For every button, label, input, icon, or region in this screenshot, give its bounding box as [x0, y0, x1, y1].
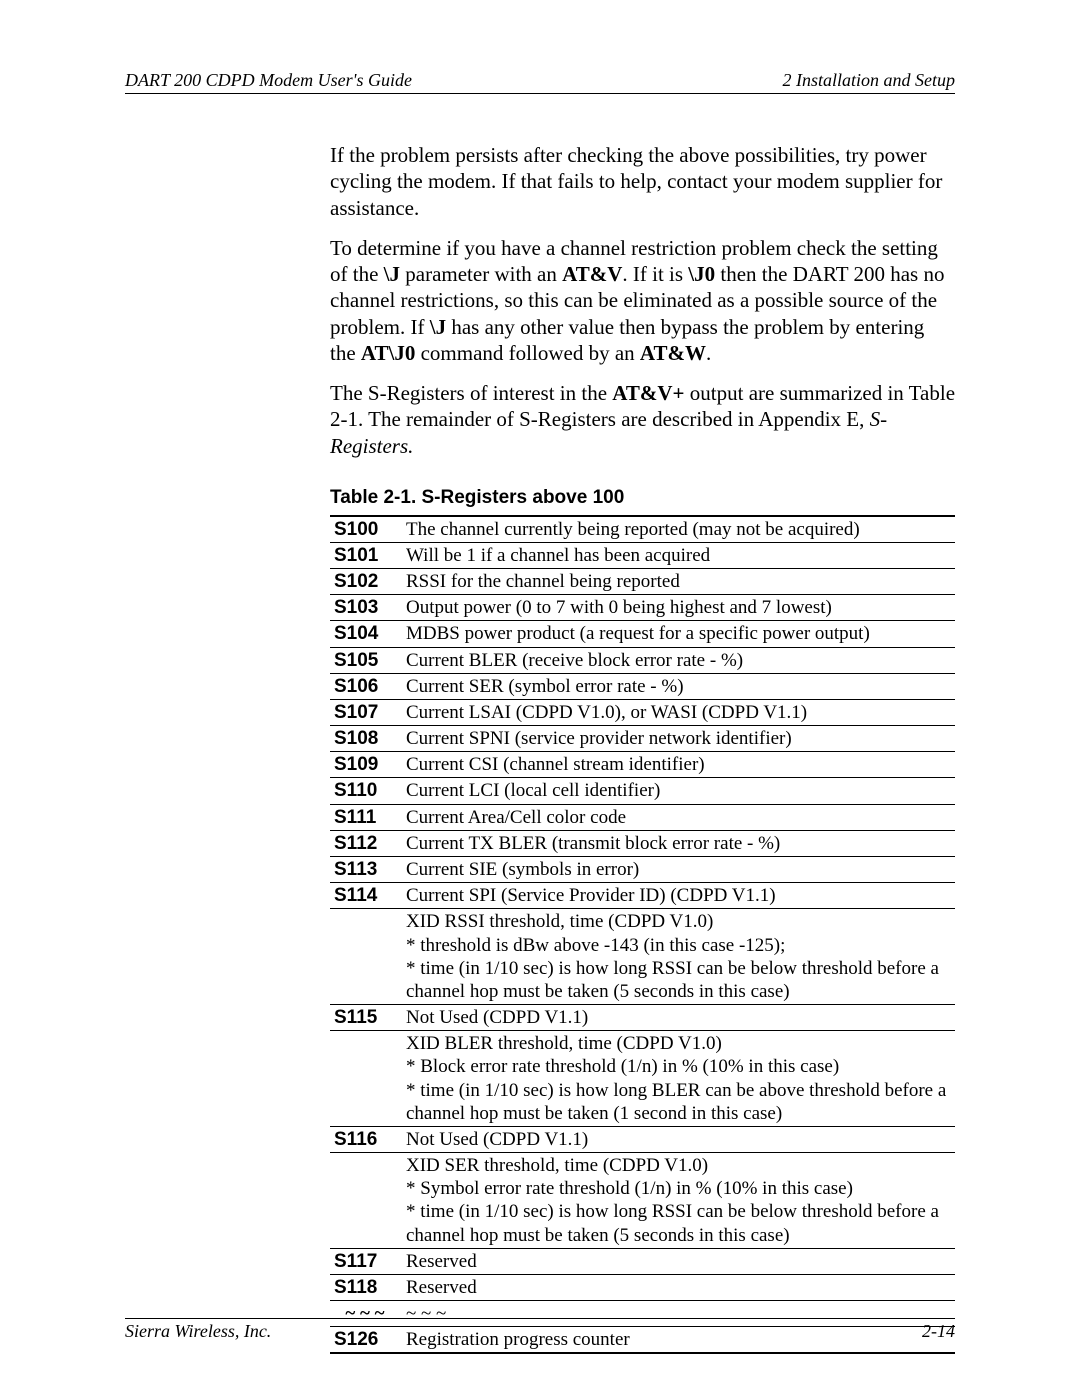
table-row: S101Will be 1 if a channel has been acqu… [330, 542, 955, 568]
header-right: 2 Installation and Setup [783, 70, 956, 91]
description-cell: Not Used (CDPD V1.1) [402, 1126, 955, 1152]
table-row: S108Current SPNI (service provider netwo… [330, 726, 955, 752]
header-left: DART 200 CDPD Modem User's Guide [125, 70, 412, 91]
table-row: S104MDBS power product (a request for a … [330, 621, 955, 647]
register-cell: S101 [330, 542, 402, 568]
register-cell: S111 [330, 804, 402, 830]
paragraph-1: If the problem persists after checking t… [330, 142, 955, 221]
description-cell: XID RSSI threshold, time (CDPD V1.0)* th… [402, 909, 955, 1005]
register-cell: S103 [330, 595, 402, 621]
table-row: XID RSSI threshold, time (CDPD V1.0)* th… [330, 909, 955, 1005]
table-row: S112Current TX BLER (transmit block erro… [330, 830, 955, 856]
register-cell: S108 [330, 726, 402, 752]
p2-m: . [706, 341, 711, 365]
table-row: S114Current SPI (Service Provider ID) (C… [330, 883, 955, 909]
p3-b: AT&V+ [612, 381, 684, 405]
register-cell: S105 [330, 647, 402, 673]
register-cell: S100 [330, 516, 402, 543]
register-cell: S102 [330, 569, 402, 595]
register-cell: S113 [330, 856, 402, 882]
register-cell: S112 [330, 830, 402, 856]
description-cell: Current SPI (Service Provider ID) (CDPD … [402, 883, 955, 909]
register-cell [330, 1031, 402, 1127]
register-cell [330, 1153, 402, 1249]
p2-j: AT\J0 [361, 341, 415, 365]
description-cell: Current SER (symbol error rate - %) [402, 673, 955, 699]
description-cell: Reserved [402, 1274, 955, 1300]
p2-f: \J0 [688, 262, 715, 286]
table-row: S102RSSI for the channel being reported [330, 569, 955, 595]
paragraph-3: The S-Registers of interest in the AT&V+… [330, 380, 955, 459]
description-cell: XID SER threshold, time (CDPD V1.0)* Sym… [402, 1153, 955, 1249]
description-cell: Current SPNI (service provider network i… [402, 726, 955, 752]
description-cell: Current SIE (symbols in error) [402, 856, 955, 882]
table-row: XID SER threshold, time (CDPD V1.0)* Sym… [330, 1153, 955, 1249]
p2-c: parameter with an [400, 262, 562, 286]
description-cell: Reserved [402, 1248, 955, 1274]
table-row: S103Output power (0 to 7 with 0 being hi… [330, 595, 955, 621]
table-row: S106Current SER (symbol error rate - %) [330, 673, 955, 699]
p3-a: The S-Registers of interest in the [330, 381, 612, 405]
description-cell: The channel currently being reported (ma… [402, 516, 955, 543]
table-row: S100The channel currently being reported… [330, 516, 955, 543]
body-content: If the problem persists after checking t… [330, 142, 955, 1354]
register-cell: S118 [330, 1274, 402, 1300]
description-cell: RSSI for the channel being reported [402, 569, 955, 595]
description-cell: Will be 1 if a channel has been acquired [402, 542, 955, 568]
page-header: DART 200 CDPD Modem User's Guide 2 Insta… [125, 70, 955, 94]
p2-d: AT&V [562, 262, 622, 286]
p2-e: . If it is [622, 262, 688, 286]
footer-left: Sierra Wireless, Inc. [125, 1321, 271, 1342]
p2-h: \J [430, 315, 446, 339]
register-cell: S107 [330, 699, 402, 725]
description-cell: Current Area/Cell color code [402, 804, 955, 830]
register-cell: S104 [330, 621, 402, 647]
footer-right: 2-14 [922, 1321, 955, 1342]
page: DART 200 CDPD Modem User's Guide 2 Insta… [0, 0, 1080, 1397]
p2-l: AT&W [640, 341, 706, 365]
sregister-table: S100The channel currently being reported… [330, 515, 955, 1355]
page-footer: Sierra Wireless, Inc. 2-14 [125, 1318, 955, 1342]
table-row: S117Reserved [330, 1248, 955, 1274]
table-row: S111Current Area/Cell color code [330, 804, 955, 830]
description-cell: Current LCI (local cell identifier) [402, 778, 955, 804]
register-cell: S116 [330, 1126, 402, 1152]
table-row: S109Current CSI (channel stream identifi… [330, 752, 955, 778]
register-cell: S110 [330, 778, 402, 804]
description-cell: Current CSI (channel stream identifier) [402, 752, 955, 778]
register-cell: S109 [330, 752, 402, 778]
table-caption: Table 2-1. S-Registers above 100 [330, 487, 955, 509]
table-row: S105Current BLER (receive block error ra… [330, 647, 955, 673]
register-cell: S114 [330, 883, 402, 909]
table-row: S107Current LSAI (CDPD V1.0), or WASI (C… [330, 699, 955, 725]
paragraph-2: To determine if you have a channel restr… [330, 235, 955, 366]
description-cell: Not Used (CDPD V1.1) [402, 1005, 955, 1031]
description-cell: MDBS power product (a request for a spec… [402, 621, 955, 647]
description-cell: Current TX BLER (transmit block error ra… [402, 830, 955, 856]
description-cell: XID BLER threshold, time (CDPD V1.0)* Bl… [402, 1031, 955, 1127]
table-row: S110Current LCI (local cell identifier) [330, 778, 955, 804]
table-row: S118Reserved [330, 1274, 955, 1300]
description-cell: Output power (0 to 7 with 0 being highes… [402, 595, 955, 621]
description-cell: Current LSAI (CDPD V1.0), or WASI (CDPD … [402, 699, 955, 725]
p2-k: command followed by an [415, 341, 640, 365]
table-row: S116Not Used (CDPD V1.1) [330, 1126, 955, 1152]
table-row: XID BLER threshold, time (CDPD V1.0)* Bl… [330, 1031, 955, 1127]
table-row: S113Current SIE (symbols in error) [330, 856, 955, 882]
description-cell: Current BLER (receive block error rate -… [402, 647, 955, 673]
register-cell [330, 909, 402, 1005]
register-cell: S117 [330, 1248, 402, 1274]
register-cell: S115 [330, 1005, 402, 1031]
register-cell: S106 [330, 673, 402, 699]
table-row: S115Not Used (CDPD V1.1) [330, 1005, 955, 1031]
p2-b: \J [384, 262, 400, 286]
